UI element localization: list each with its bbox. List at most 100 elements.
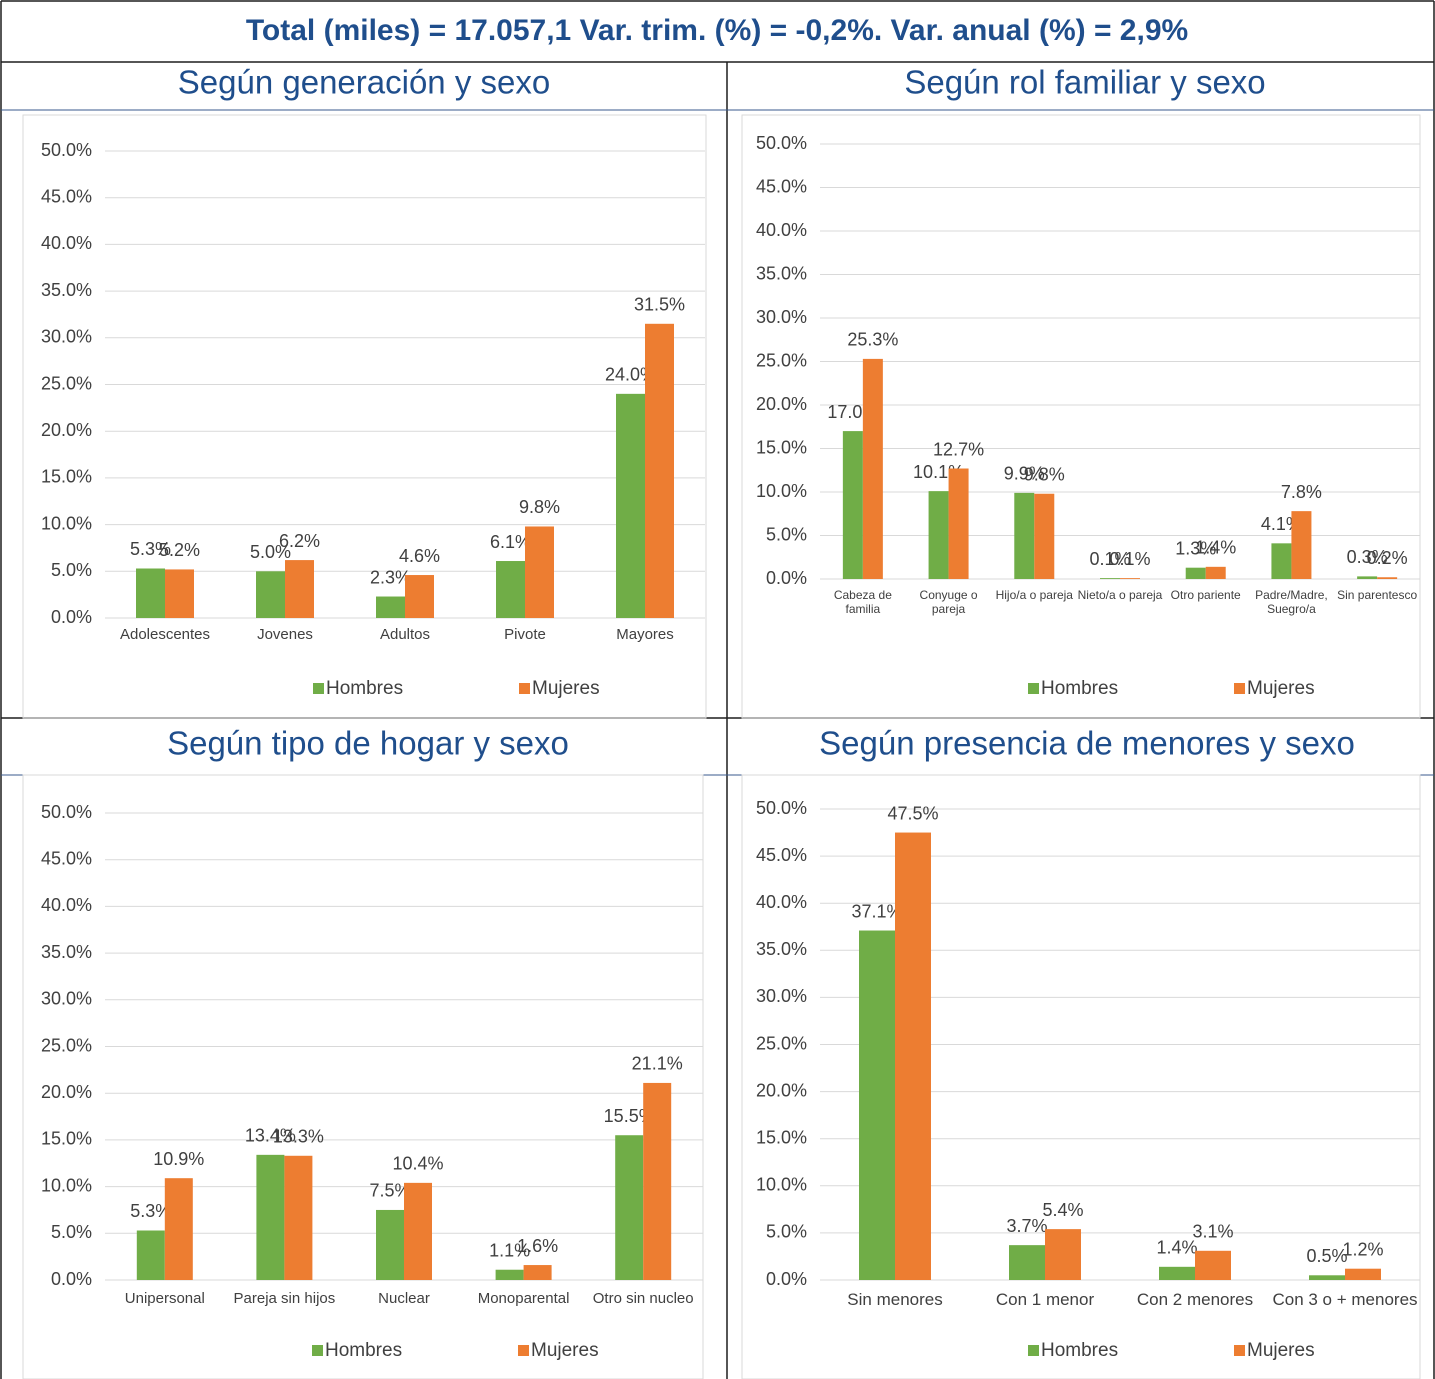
bar [376,1209,404,1280]
y-tick-label: 45.0% [756,176,807,196]
x-tick-label-box: Con 1 menor [996,1290,1094,1309]
data-label: 5.3% [130,539,171,559]
bar [1009,1245,1045,1280]
x-tick-label: Adultos [379,625,431,643]
data-label: 0.3% [1347,547,1388,567]
chart-border [22,114,707,719]
y-tick-label: 35.0% [756,263,807,283]
bar [165,569,194,618]
legend-swatch [1028,1345,1039,1356]
y-tick-label: 20.0% [41,420,92,440]
data-label: 10.4% [392,1154,443,1174]
data-label: 13.3% [273,1127,324,1147]
data-label: 9.8% [519,497,560,517]
y-tick-label: 40.0% [756,892,807,912]
y-tick-label: 30.0% [41,327,92,347]
y-tick-label: 15.0% [41,1129,92,1149]
chart-border [741,774,1421,1379]
bar [284,1155,313,1280]
x-tick-label: Nuclear [378,1289,430,1307]
bar [643,1082,672,1280]
data-label: 1.3% [1175,538,1216,558]
data-label: 10.9% [153,1149,204,1169]
data-label: 5.4% [1042,1200,1083,1220]
y-tick-label: 35.0% [41,942,92,962]
x-tick-label: Monoparental [477,1289,570,1307]
y-tick-label: 30.0% [756,986,807,1006]
y-tick-label: 15.0% [756,437,807,457]
y-tick-label: 50.0% [41,802,92,822]
y-tick-label: 50.0% [41,140,92,160]
x-tick-label-box: Pivote [504,626,546,643]
x-tick-label-box: Sin parentesco [1337,587,1418,602]
bar [495,1269,524,1280]
y-tick-label: 20.0% [756,394,807,414]
x-tick-label: Adolescentes [119,625,211,643]
data-label: 31.5% [634,295,685,315]
x-tick-label-box: Adultos [379,625,431,643]
bar [136,568,165,618]
data-label: 0.2% [1367,548,1408,568]
x-tick-label-box: Conyuge o pareja [919,587,978,616]
y-tick-label: 25.0% [756,1033,807,1053]
bar [1345,1268,1381,1280]
x-tick-label: Mayores [616,625,674,643]
data-label: 1.1% [489,1240,530,1260]
legend-label: Mujeres [1247,1340,1315,1361]
legend-swatch [313,683,324,694]
legend-swatch [518,1345,529,1356]
x-tick-label: Otro pariente [1170,587,1241,602]
bar [1377,577,1398,579]
data-label: 5.0% [250,542,291,562]
x-tick-label-box: Nuclear [378,1289,430,1307]
y-tick-label: 45.0% [41,848,92,868]
bar [928,491,949,579]
bar [1291,511,1312,579]
legend-label: Hombres [326,678,403,699]
x-tick-label: Sin parentesco [1337,587,1418,602]
x-tick-label: Cabeza de familia [833,587,892,616]
bar [1159,1266,1195,1280]
bar [523,1265,552,1280]
x-tick-label-box: Nieto/a o pareja [1077,587,1163,602]
bar [256,571,285,618]
x-tick-label-box: Unipersonal [125,1290,205,1307]
x-tick-label-box: Adolescentes [119,625,211,643]
data-label: 1.6% [517,1236,558,1256]
data-label: 2.3% [370,567,411,587]
y-tick-label: 25.0% [41,1035,92,1055]
x-tick-label: Nieto/a o pareja [1077,587,1163,602]
y-tick-label: 40.0% [41,895,92,915]
bar [405,575,434,618]
y-tick-label: 5.0% [51,1222,92,1242]
legend-swatch [1234,1345,1245,1356]
bar [256,1154,285,1280]
x-tick-label-box: Monoparental [477,1289,570,1307]
bar [285,560,314,618]
bar [1309,1275,1345,1280]
legend-label: Mujeres [532,678,600,699]
y-tick-label: 50.0% [756,133,807,153]
data-label: 12.7% [933,439,984,459]
legend-label: Hombres [1041,1340,1118,1361]
x-tick-label: Jovenes [257,625,313,643]
bar [645,323,674,618]
y-tick-label: 30.0% [41,989,92,1009]
data-label: 15.5% [604,1106,655,1126]
legend-label: Mujeres [531,1340,599,1361]
bar [1271,543,1292,579]
data-label: 24.0% [605,365,656,385]
y-tick-label: 35.0% [41,280,92,300]
x-tick-label-box: Padre/Madre, Suegro/a [1255,588,1328,616]
chart-border [22,774,704,1379]
y-tick-label: 0.0% [766,568,807,588]
data-label: 9.9% [1004,464,1045,484]
y-tick-label: 25.0% [41,373,92,393]
y-tick-label: 5.0% [766,1222,807,1242]
bar [525,526,554,618]
y-tick-label: 0.0% [51,607,92,627]
x-tick-label: Conyuge o pareja [919,587,978,616]
y-tick-label: 10.0% [756,481,807,501]
data-label: 5.3% [130,1201,171,1221]
